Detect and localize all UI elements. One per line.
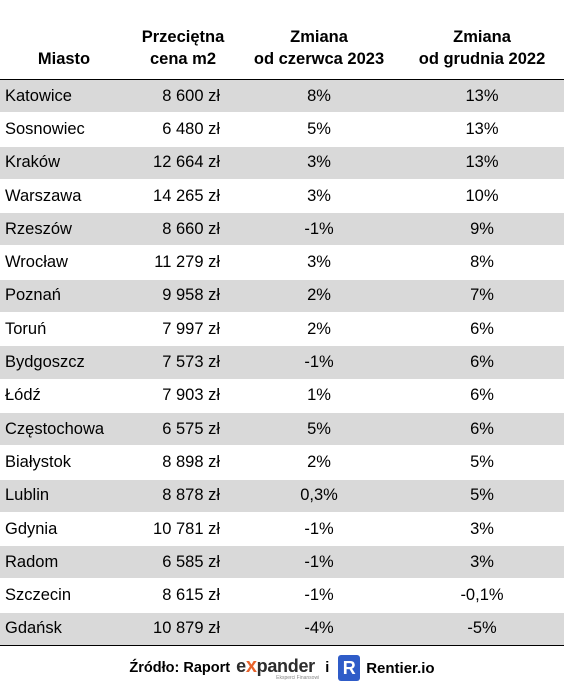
change-june-cell: 2% <box>307 452 331 471</box>
rentier-logo-icon: R <box>338 655 361 681</box>
change-dec-cell: 5% <box>470 486 494 505</box>
price-cell: 14 265 zł <box>153 186 220 205</box>
city-cell: Gdynia <box>5 519 58 538</box>
table-row: Wrocław 11 279 zł 3% 8% <box>0 246 564 280</box>
header-price: Przeciętna cena m2 <box>141 28 225 68</box>
change-june-cell: 3% <box>307 186 331 205</box>
price-table: Miasto Przeciętna cena m2 Zmiana od czer… <box>0 0 564 647</box>
price-cell: 10 781 zł <box>153 519 220 538</box>
price-cell: 6 575 zł <box>162 419 220 438</box>
city-cell: Poznań <box>5 286 61 305</box>
table-header: Miasto Przeciętna cena m2 Zmiana od czer… <box>0 0 564 79</box>
table-row: Rzeszów 8 660 zł -1% 9% <box>0 213 564 247</box>
change-june-cell: -1% <box>304 586 334 605</box>
change-dec-cell: 7% <box>470 286 494 305</box>
city-cell: Radom <box>5 552 59 571</box>
source-label: Źródło: Raport <box>129 660 231 676</box>
table-row: Toruń 7 997 zł 2% 6% <box>0 313 564 347</box>
change-june-cell: 5% <box>307 419 331 438</box>
source-footer: Źródło: Raport expander Eksperci Finanso… <box>0 650 564 686</box>
city-cell: Sosnowiec <box>5 119 85 138</box>
change-dec-cell: 13% <box>465 119 499 138</box>
change-dec-cell: 6% <box>470 319 494 338</box>
change-june-cell: -1% <box>304 353 334 372</box>
change-dec-cell: -0,1% <box>460 586 504 605</box>
city-cell: Gdańsk <box>5 619 62 638</box>
change-june-cell: -1% <box>304 519 334 538</box>
table-row: Radom 6 585 zł -1% 3% <box>0 546 564 580</box>
table-row: Białystok 8 898 zł 2% 5% <box>0 446 564 480</box>
price-cell: 6 480 zł <box>162 119 220 138</box>
price-cell: 12 664 zł <box>153 153 220 172</box>
price-cell: 8 660 zł <box>162 219 220 238</box>
connector-text: i <box>325 660 330 676</box>
change-june-cell: -1% <box>304 552 334 571</box>
table-row: Gdańsk 10 879 zł -4% -5% <box>0 612 564 647</box>
price-cell: 8 600 zł <box>162 86 220 105</box>
change-june-cell: 5% <box>307 119 331 138</box>
price-cell: 11 279 zł <box>154 253 220 272</box>
change-june-cell: 2% <box>307 286 331 305</box>
change-dec-cell: 6% <box>470 353 494 372</box>
change-dec-cell: 5% <box>470 452 494 471</box>
change-dec-cell: 10% <box>465 186 499 205</box>
change-dec-cell: 6% <box>470 386 494 405</box>
change-june-cell: 0,3% <box>300 486 338 505</box>
price-cell: 7 903 zł <box>162 386 220 405</box>
price-cell: 9 958 zł <box>162 286 220 305</box>
change-dec-cell: 6% <box>470 419 494 438</box>
price-cell: 7 997 zł <box>162 319 220 338</box>
change-dec-cell: 9% <box>470 219 494 238</box>
price-cell: 7 573 zł <box>162 353 220 372</box>
table-row: Gdynia 10 781 zł -1% 3% <box>0 513 564 547</box>
table-row: Częstochowa 6 575 zł 5% 6% <box>0 412 564 447</box>
city-cell: Bydgoszcz <box>5 353 85 372</box>
table-row: Katowice 8 600 zł 8% 13% <box>0 80 564 114</box>
table-body: Katowice 8 600 zł 8% 13% Sosnowiec 6 480 zł 5%… <box>0 79 564 647</box>
rentier-name: Rentier.io <box>366 659 435 677</box>
city-cell: Kraków <box>5 153 61 172</box>
table-row: Szczecin 8 615 zł -1% -0,1% <box>0 579 564 613</box>
city-cell: Szczecin <box>5 586 72 605</box>
change-june-cell: 1% <box>307 386 331 405</box>
table-row: Sosnowiec 6 480 zł 5% 13% <box>0 113 564 147</box>
expander-logo: expander Eksperci Finansowi <box>236 654 320 681</box>
city-cell: Wrocław <box>5 253 68 272</box>
city-cell: Katowice <box>5 86 72 105</box>
change-june-cell: 8% <box>307 86 331 105</box>
city-cell: Łódź <box>5 386 41 405</box>
table-row: Bydgoszcz 7 573 zł -1% 6% <box>0 346 564 380</box>
change-dec-cell: 3% <box>470 519 494 538</box>
city-cell: Częstochowa <box>5 419 105 438</box>
change-june-cell: 3% <box>307 253 331 272</box>
change-june-cell: 3% <box>307 153 331 172</box>
city-cell: Warszawa <box>5 186 82 205</box>
table-row: Poznań 9 958 zł 2% 7% <box>0 279 564 314</box>
city-cell: Rzeszów <box>5 219 72 238</box>
change-dec-cell: 13% <box>465 153 499 172</box>
city-cell: Białystok <box>5 452 72 471</box>
header-change-june-2023: Zmiana od czerwca 2023 <box>253 28 385 68</box>
city-cell: Toruń <box>5 319 47 338</box>
expander-tagline: Eksperci Finansowi <box>276 674 320 681</box>
table-row: Lublin 8 878 zł 0,3% 5% <box>0 479 564 513</box>
table-row: Warszawa 14 265 zł 3% 10% <box>0 180 564 214</box>
change-dec-cell: 3% <box>470 552 494 571</box>
table-row: Łódź 7 903 zł 1% 6% <box>0 380 564 413</box>
price-cell: 10 879 zł <box>153 619 220 638</box>
price-cell: 8 878 zł <box>162 486 220 505</box>
change-dec-cell: 13% <box>465 86 499 105</box>
header-city: Miasto <box>37 50 91 68</box>
change-june-cell: -1% <box>304 219 334 238</box>
price-cell: 8 898 zł <box>162 452 220 471</box>
price-cell: 6 585 zł <box>162 552 220 571</box>
price-cell: 8 615 zł <box>162 586 220 605</box>
change-june-cell: -4% <box>304 619 334 638</box>
city-cell: Lublin <box>5 486 50 505</box>
table-row: Kraków 12 664 zł 3% 13% <box>0 146 564 180</box>
change-june-cell: 2% <box>307 319 331 338</box>
change-dec-cell: 8% <box>470 253 494 272</box>
change-dec-cell: -5% <box>467 619 497 638</box>
header-change-dec-2022: Zmiana od grudnia 2022 <box>418 28 546 68</box>
